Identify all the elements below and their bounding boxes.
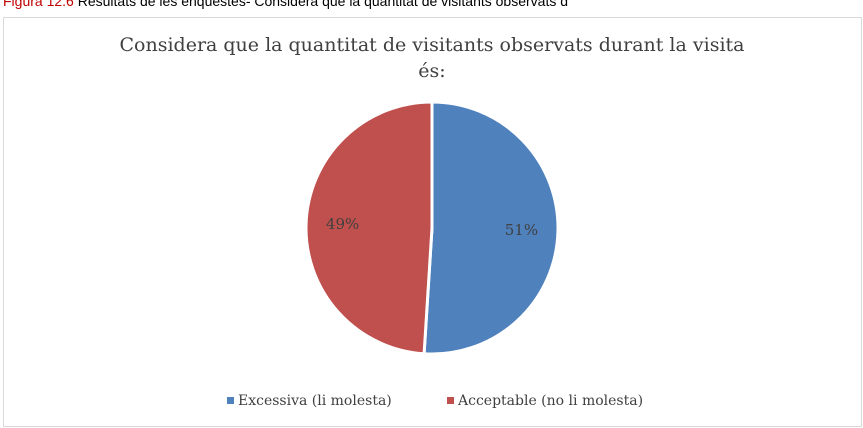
caption-figure: Figura 12.6 <box>3 0 74 9</box>
caption: Figura 12.6 Resultats de les enquestes- … <box>3 0 568 9</box>
legend-label: Acceptable (no li molesta) <box>457 393 643 409</box>
data-label: 49% <box>326 215 359 233</box>
pie-slice <box>304 100 434 356</box>
data-label: 51% <box>505 221 538 239</box>
legend-swatch <box>227 397 234 404</box>
caption-text: Resultats de les enquestes- Considera qu… <box>78 0 568 9</box>
legend-swatch <box>447 397 454 404</box>
chart-title: Considera que la quantitat de visitants … <box>120 34 745 56</box>
legend-label: Excessiva (li molesta) <box>238 393 392 409</box>
pie-slice <box>422 100 560 356</box>
chart-title: és: <box>418 60 445 82</box>
